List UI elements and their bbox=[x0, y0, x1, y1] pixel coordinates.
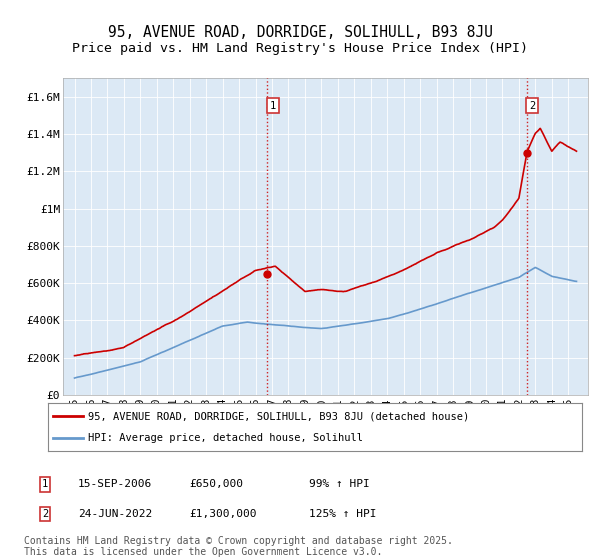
Text: 95, AVENUE ROAD, DORRIDGE, SOLIHULL, B93 8JU: 95, AVENUE ROAD, DORRIDGE, SOLIHULL, B93… bbox=[107, 25, 493, 40]
Text: HPI: Average price, detached house, Solihull: HPI: Average price, detached house, Soli… bbox=[88, 433, 363, 443]
Text: 125% ↑ HPI: 125% ↑ HPI bbox=[309, 509, 377, 519]
Text: 1: 1 bbox=[42, 479, 48, 489]
Text: Price paid vs. HM Land Registry's House Price Index (HPI): Price paid vs. HM Land Registry's House … bbox=[72, 42, 528, 55]
Text: 2: 2 bbox=[42, 509, 48, 519]
Text: 95, AVENUE ROAD, DORRIDGE, SOLIHULL, B93 8JU (detached house): 95, AVENUE ROAD, DORRIDGE, SOLIHULL, B93… bbox=[88, 411, 469, 421]
Text: Contains HM Land Registry data © Crown copyright and database right 2025.
This d: Contains HM Land Registry data © Crown c… bbox=[24, 535, 453, 557]
Text: 24-JUN-2022: 24-JUN-2022 bbox=[78, 509, 152, 519]
Text: 99% ↑ HPI: 99% ↑ HPI bbox=[309, 479, 370, 489]
Text: 2: 2 bbox=[529, 101, 535, 111]
Text: 1: 1 bbox=[270, 101, 276, 111]
Text: £1,300,000: £1,300,000 bbox=[189, 509, 257, 519]
Text: 15-SEP-2006: 15-SEP-2006 bbox=[78, 479, 152, 489]
Text: £650,000: £650,000 bbox=[189, 479, 243, 489]
